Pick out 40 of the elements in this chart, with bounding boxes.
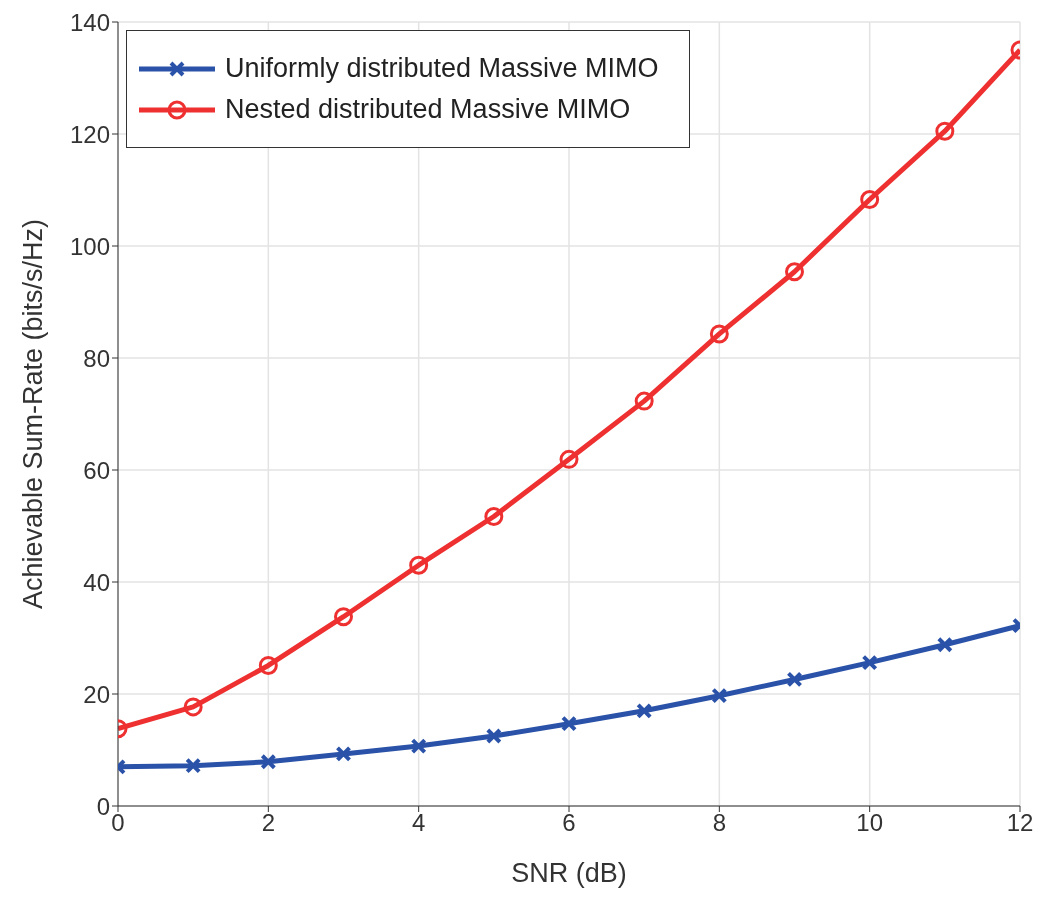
point (183, 697, 203, 717)
x-tick-label: 6 (562, 809, 576, 837)
point (258, 655, 278, 675)
point (935, 121, 955, 141)
point (410, 738, 427, 755)
x-axis-title: SNR (dB) (511, 858, 627, 888)
y-tick-label: 0 (96, 792, 110, 820)
x-tick-label: 4 (411, 809, 426, 837)
point (485, 728, 502, 744)
point (561, 715, 577, 732)
legend-label: Nested distributed Massive MIMO (225, 94, 631, 125)
point (709, 324, 729, 344)
point (786, 671, 803, 688)
x-tick-label: 2 (261, 809, 276, 837)
point (861, 654, 878, 671)
y-tick-label: 120 (69, 120, 110, 148)
y-tick-label: 80 (83, 344, 110, 372)
y-tick-label: 100 (69, 232, 110, 260)
y-tick-label: 20 (83, 680, 110, 708)
point (409, 555, 429, 575)
point (634, 391, 654, 411)
point (484, 506, 504, 526)
y-axis-title: Achievable Sum-Rate (bits/s/Hz) (17, 218, 48, 610)
point (860, 190, 880, 210)
point (335, 745, 352, 762)
x-tick-label: 8 (712, 809, 727, 837)
point (636, 702, 653, 719)
point (711, 687, 728, 704)
legend-label: Uniformly distributed Massive MIMO (225, 53, 659, 84)
x-tick-label: 10 (856, 809, 884, 837)
point (785, 262, 804, 282)
point (559, 449, 579, 469)
point (334, 607, 353, 627)
point (936, 636, 953, 653)
point (185, 757, 202, 774)
y-tick-label: 40 (83, 568, 110, 596)
point (260, 753, 277, 770)
y-tick-label: 60 (83, 456, 110, 484)
y-tick-label: 140 (69, 8, 110, 36)
x-tick-label: 12 (1006, 809, 1034, 837)
